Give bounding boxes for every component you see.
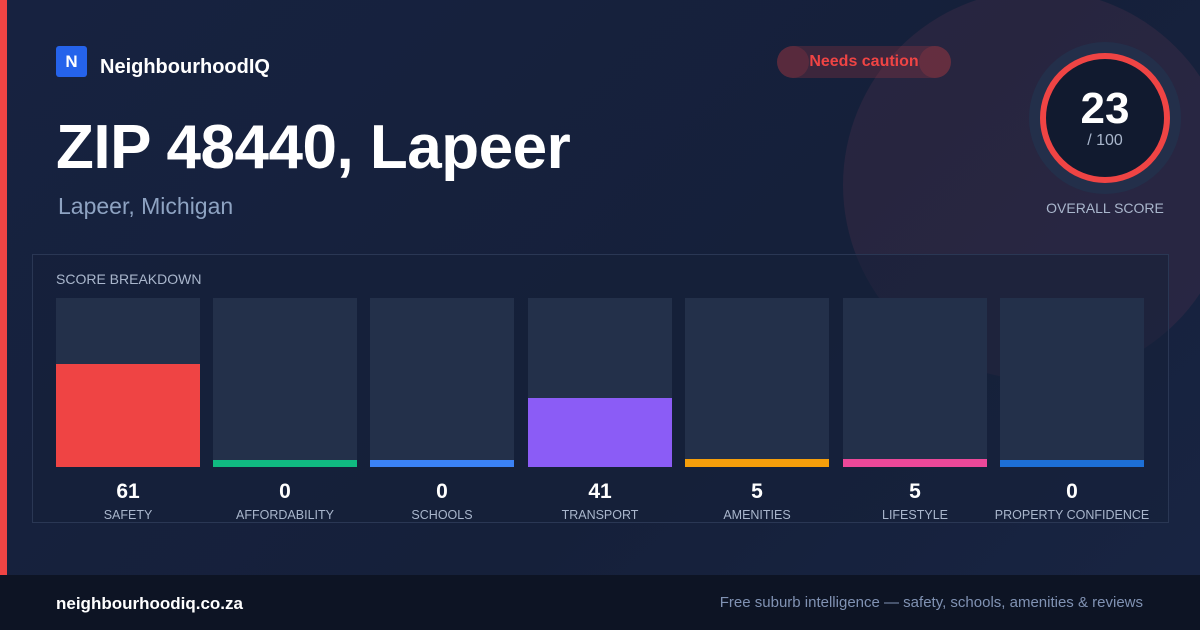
bar-fill [528, 398, 672, 467]
category-value: 0 [1066, 480, 1078, 503]
bar-track [213, 298, 357, 467]
brand-logo-icon: N [56, 46, 87, 77]
location-subtitle: Lapeer, Michigan [58, 193, 234, 219]
category-transport: 41 TRANSPORT [528, 298, 672, 523]
overall-score-label: OVERALL SCORE [1046, 200, 1164, 216]
category-value: 5 [751, 480, 763, 503]
category-affordability: 0 AFFORDABILITY [213, 298, 357, 523]
overall-score-ring [1029, 42, 1181, 194]
brand-name: NeighbourhoodIQ [100, 56, 270, 78]
score-ring-inner [1043, 56, 1167, 180]
bar-fill [1000, 460, 1144, 467]
bar-track [370, 298, 514, 467]
bar-fill [370, 460, 514, 467]
category-label: AFFORDABILITY [236, 508, 334, 522]
category-label: SAFETY [103, 508, 153, 522]
category-value: 41 [588, 480, 612, 503]
bar-fill [685, 459, 829, 467]
bar-track [685, 298, 829, 467]
footer-site-link[interactable]: neighbourhoodiq.co.za [56, 594, 243, 613]
category-value: 0 [436, 480, 448, 503]
bar-track [528, 298, 672, 467]
brand-logo-letter: N [65, 51, 78, 71]
bar-fill [213, 460, 357, 467]
category-value: 0 [279, 480, 291, 503]
status-badge-label: Needs caution [809, 53, 919, 70]
category-label: TRANSPORT [561, 508, 639, 522]
category-lifestyle: 5 LIFESTYLE [843, 298, 987, 523]
bar-fill [843, 459, 987, 467]
bar-track [56, 298, 200, 467]
category-safety: 61 SAFETY [56, 298, 200, 523]
category-property-confidence: 0 PROPERTY CONFIDENCE [995, 298, 1149, 523]
category-amenities: 5 AMENITIES [685, 298, 829, 523]
bar-track [843, 298, 987, 467]
score-breakdown-title: SCORE BREAKDOWN [56, 271, 202, 287]
status-badge: Needs caution [777, 46, 951, 78]
accent-bar [0, 0, 7, 575]
overall-score-value: 23 [1080, 84, 1130, 133]
score-ring-arc [1040, 53, 1170, 183]
overall-score-max: / 100 [1087, 132, 1123, 149]
page-title: ZIP 48440, Lapeer [56, 113, 571, 182]
footer-tagline: Free suburb intelligence — safety, schoo… [719, 594, 1143, 611]
bar-fill [56, 364, 200, 467]
category-value: 5 [909, 480, 921, 503]
category-label: SCHOOLS [411, 508, 473, 522]
category-label: PROPERTY CONFIDENCE [994, 508, 1150, 522]
category-label: LIFESTYLE [882, 508, 948, 522]
category-schools: 0 SCHOOLS [370, 298, 514, 523]
category-value: 61 [116, 480, 140, 503]
footer [0, 575, 1200, 630]
bar-track [1000, 298, 1144, 467]
category-label: AMENITIES [723, 508, 791, 522]
